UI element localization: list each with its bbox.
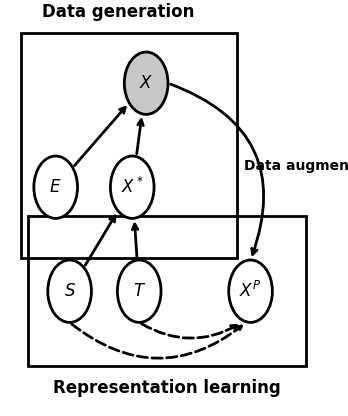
Ellipse shape bbox=[48, 260, 92, 322]
Text: $X^P$: $X^P$ bbox=[239, 281, 262, 301]
Ellipse shape bbox=[229, 260, 272, 322]
Text: Representation learning: Representation learning bbox=[53, 379, 281, 396]
Text: $T$: $T$ bbox=[133, 283, 146, 300]
Ellipse shape bbox=[34, 156, 78, 218]
Ellipse shape bbox=[117, 260, 161, 322]
Text: Data augmentation: Data augmentation bbox=[244, 159, 348, 173]
Text: Data generation: Data generation bbox=[42, 3, 194, 21]
Ellipse shape bbox=[124, 52, 168, 114]
Text: $S$: $S$ bbox=[64, 283, 76, 300]
Text: $X$: $X$ bbox=[139, 75, 153, 92]
Ellipse shape bbox=[110, 156, 154, 218]
Text: $E$: $E$ bbox=[49, 179, 62, 196]
Bar bbox=[28, 216, 306, 366]
Bar bbox=[21, 33, 237, 258]
Text: $X^*$: $X^*$ bbox=[121, 177, 144, 197]
